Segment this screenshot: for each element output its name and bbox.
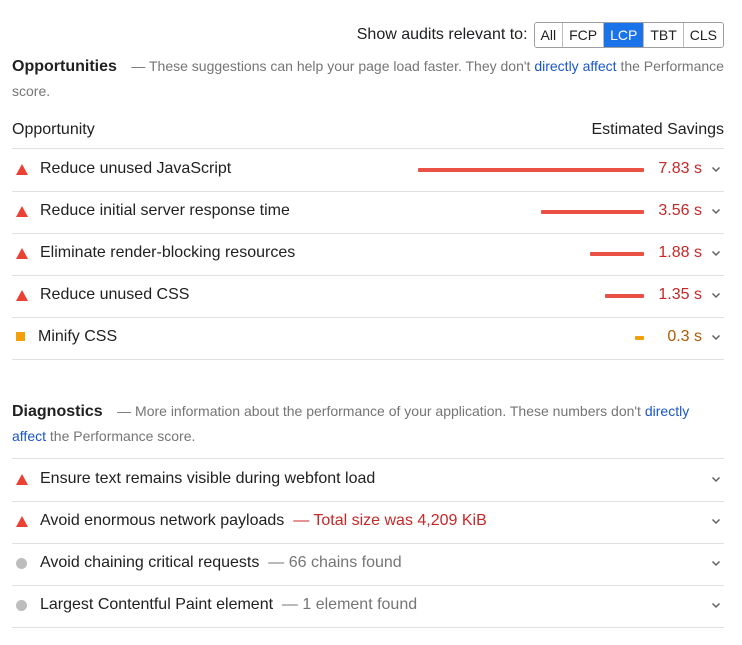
diagnostic-row-lcp-element[interactable]: Largest Contentful Paint element — 1 ele… xyxy=(12,585,724,628)
opportunities-desc-text: — These suggestions can help your page l… xyxy=(131,58,535,74)
chevron-down-icon[interactable] xyxy=(710,163,722,175)
diagnostic-title: Avoid enormous network payloads xyxy=(40,512,285,529)
audit-filter-buttons: All FCP LCP TBT CLS xyxy=(533,22,724,48)
opportunity-row-render-blocking[interactable]: Eliminate render-blocking resources 1.88… xyxy=(12,233,724,276)
diagnostic-detail: — 1 element found xyxy=(281,596,418,613)
diagnostics-description: — More information about the performance… xyxy=(12,403,689,444)
fail-triangle-icon xyxy=(16,290,28,301)
chevron-down-icon[interactable] xyxy=(710,205,722,217)
fail-triangle-icon xyxy=(16,516,28,527)
opportunity-row-unused-js[interactable]: Reduce unused JavaScript 7.83 s xyxy=(12,149,724,192)
fail-triangle-icon xyxy=(16,164,28,175)
filter-tbt-button[interactable]: TBT xyxy=(643,23,683,47)
audit-filter-label: Show audits relevant to: xyxy=(356,26,528,43)
savings-value: 3.56 s xyxy=(658,202,702,219)
directly-affect-link[interactable]: directly affect xyxy=(12,403,690,444)
opportunity-label: Eliminate render-blocking resources xyxy=(40,244,296,261)
divider xyxy=(12,148,724,149)
info-circle-icon xyxy=(16,600,27,611)
chevron-down-icon[interactable] xyxy=(710,473,722,485)
info-circle-icon xyxy=(16,558,27,569)
savings-value: 1.88 s xyxy=(658,244,702,261)
savings-value: 1.35 s xyxy=(658,286,702,303)
chevron-down-icon[interactable] xyxy=(710,289,722,301)
diagnostic-label: Ensure text remains visible during webfo… xyxy=(40,470,375,488)
diagnostic-title: Avoid chaining critical requests xyxy=(40,554,260,571)
opportunity-label: Minify CSS xyxy=(38,328,118,345)
diagnostics-header: Diagnostics — More information about the… xyxy=(12,399,724,449)
chevron-down-icon[interactable] xyxy=(710,515,722,527)
filter-fcp-button[interactable]: FCP xyxy=(562,23,604,47)
diagnostic-row-network-payloads[interactable]: Avoid enormous network payloads — Total … xyxy=(12,501,724,544)
savings-bar xyxy=(635,336,644,340)
diagnostic-detail: — 66 chains found xyxy=(268,554,402,571)
diagnostic-label: Largest Contentful Paint element — 1 ele… xyxy=(40,596,417,614)
fail-triangle-icon xyxy=(16,206,28,217)
diagnostic-title: Largest Contentful Paint element xyxy=(40,596,274,613)
filter-all-button[interactable]: All xyxy=(534,23,563,47)
directly-affect-link[interactable]: directly affect xyxy=(534,58,617,74)
opportunities-desc-suffix: the Performance score. xyxy=(12,58,724,99)
opportunities-title: Opportunities xyxy=(12,58,117,75)
fail-triangle-icon xyxy=(16,474,28,485)
diagnostics-title: Diagnostics xyxy=(12,403,103,420)
chevron-down-icon[interactable] xyxy=(710,599,722,611)
savings-bar xyxy=(605,294,644,298)
opportunity-row-minify-css[interactable]: Minify CSS 0.3 s xyxy=(12,317,724,360)
opportunities-header: Opportunities — These suggestions can he… xyxy=(12,54,724,104)
savings-column-header: Estimated Savings xyxy=(591,121,724,138)
opportunity-row-server-response[interactable]: Reduce initial server response time 3.56… xyxy=(12,191,724,234)
diagnostics-desc-suffix: the Performance score. xyxy=(46,428,196,444)
opportunity-label: Reduce unused CSS xyxy=(40,286,190,303)
average-square-icon xyxy=(16,332,25,341)
divider xyxy=(12,458,724,459)
savings-value: 7.83 s xyxy=(658,160,702,177)
opportunity-label: Reduce initial server response time xyxy=(40,202,290,219)
opportunity-column-header: Opportunity xyxy=(12,121,95,138)
diagnostic-row-webfont[interactable]: Ensure text remains visible during webfo… xyxy=(12,459,724,502)
savings-bar xyxy=(541,210,644,214)
diagnostic-detail: — Total size was 4,209 KiB xyxy=(293,512,487,529)
chevron-down-icon[interactable] xyxy=(710,247,722,259)
opportunities-description: — These suggestions can help your page l… xyxy=(12,58,724,99)
diagnostic-title: Ensure text remains visible during webfo… xyxy=(40,470,376,487)
filter-cls-button[interactable]: CLS xyxy=(682,23,723,47)
diagnostic-label: Avoid enormous network payloads — Total … xyxy=(40,512,487,530)
opportunity-row-unused-css[interactable]: Reduce unused CSS 1.35 s xyxy=(12,275,724,318)
savings-value: 0.3 s xyxy=(667,328,702,345)
filter-lcp-button[interactable]: LCP xyxy=(603,23,644,47)
diagnostics-desc-text: — More information about the performance… xyxy=(117,403,645,419)
opportunities-table-header: Opportunity Estimated Savings xyxy=(12,118,724,142)
chevron-down-icon[interactable] xyxy=(710,557,722,569)
fail-triangle-icon xyxy=(16,248,28,259)
diagnostic-row-critical-requests[interactable]: Avoid chaining critical requests — 66 ch… xyxy=(12,543,724,586)
opportunity-label: Reduce unused JavaScript xyxy=(40,160,232,177)
savings-bar xyxy=(590,252,644,256)
savings-bar xyxy=(418,168,644,172)
chevron-down-icon[interactable] xyxy=(710,331,722,343)
audit-filter: Show audits relevant to: All FCP LCP TBT… xyxy=(357,22,724,48)
diagnostic-label: Avoid chaining critical requests — 66 ch… xyxy=(40,554,402,572)
